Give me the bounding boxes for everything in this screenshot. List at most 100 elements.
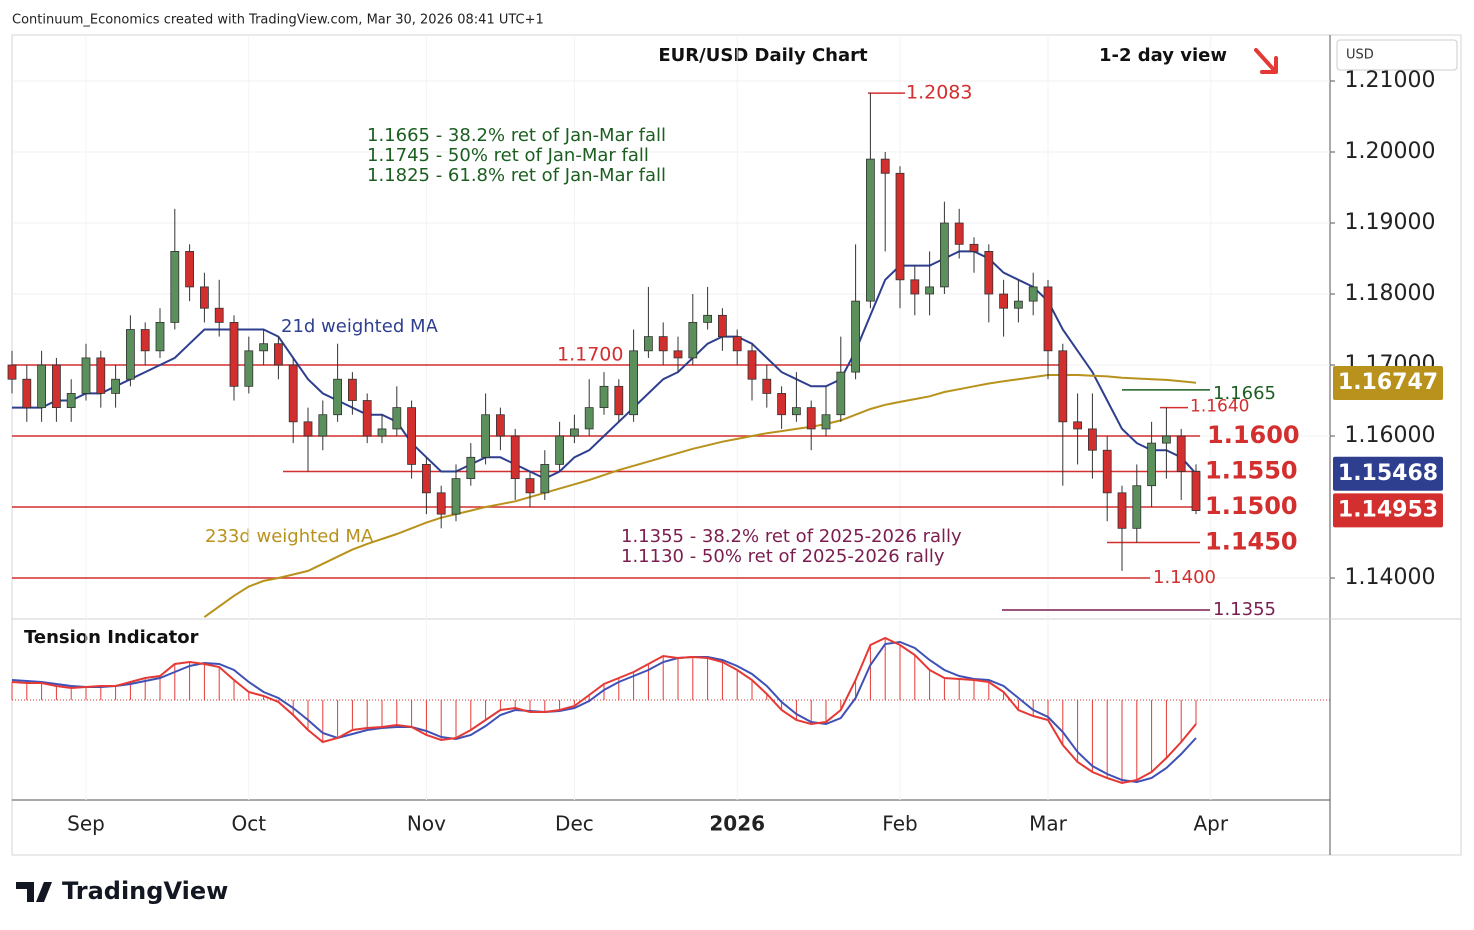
candle-body: [777, 393, 786, 416]
ma233-label: 233d weighted MA: [205, 526, 374, 547]
level-label: 1.1640: [1190, 397, 1249, 417]
level-label: 1.1600: [1207, 421, 1300, 449]
candle-body: [303, 421, 313, 437]
x-tick-label: Apr: [1193, 812, 1228, 836]
candle-body: [688, 322, 698, 359]
y-tick-label: 1.16000: [1345, 423, 1436, 448]
candle-body: [273, 343, 283, 366]
candle-body: [466, 456, 476, 480]
level-label: 1.1500: [1205, 492, 1298, 520]
price-box-label: 1.14953: [1338, 497, 1438, 522]
candle-body: [629, 350, 638, 416]
candle-body: [866, 158, 875, 302]
candle-body: [481, 414, 491, 458]
brand: TradingView: [62, 877, 228, 905]
candle-body: [436, 492, 446, 515]
candle-body: [732, 336, 742, 352]
price-box-label: 1.15468: [1338, 461, 1438, 486]
candle-body: [199, 286, 209, 309]
level-label: 1.1700: [557, 344, 623, 366]
candle-body: [969, 243, 979, 252]
price-box: [1333, 493, 1443, 528]
candle-body: [111, 378, 120, 394]
candle-body: [999, 293, 1008, 309]
candle-body: [362, 400, 372, 437]
fib-note: 1.1825 - 61.8% ret of Jan-Mar fall: [367, 165, 666, 186]
price-box: [1333, 365, 1443, 400]
candle-body: [451, 478, 461, 515]
candle-body: [377, 428, 387, 437]
candle-body: [599, 385, 609, 409]
candle-body: [495, 414, 505, 437]
candle-body: [126, 329, 135, 380]
candle-body: [614, 385, 624, 416]
fib-note: 1.1665 - 38.2% ret of Jan-Mar fall: [367, 125, 666, 146]
candle-body: [510, 435, 520, 480]
candle-body: [954, 222, 964, 245]
candle-body: [658, 336, 668, 352]
candle-body: [806, 407, 816, 430]
tension-line: [11, 636, 1197, 785]
candle-body: [214, 307, 224, 323]
candle-body: [66, 393, 76, 409]
candle-body: [836, 371, 846, 416]
candle-body: [821, 414, 831, 430]
candle-body: [318, 414, 328, 437]
candle-body: [288, 364, 298, 423]
candle-body: [673, 350, 683, 359]
candle-body: [1191, 471, 1201, 511]
candle-body: [925, 286, 934, 295]
y-tick-label: 1.20000: [1345, 139, 1436, 164]
indicator-title: Tension Indicator: [24, 627, 199, 648]
candle-body: [1073, 421, 1082, 430]
candle-body: [525, 478, 535, 494]
candle-body: [1058, 350, 1068, 423]
candle-body: [22, 378, 32, 409]
currency: USD: [1346, 48, 1374, 63]
candle-body: [1043, 286, 1053, 352]
candle-body: [555, 435, 564, 465]
header: Continuum_Economics created with Trading…: [12, 13, 544, 28]
currency-box: [1336, 39, 1458, 71]
view-arrow: [1254, 48, 1278, 74]
subtitle: 1-2 day view: [1099, 45, 1227, 66]
level-label: 1.2083: [906, 82, 972, 104]
x-tick-label: Mar: [1029, 812, 1068, 836]
x-tick-label: Sep: [67, 812, 105, 836]
candle-body: [747, 350, 757, 380]
candle-body: [37, 364, 46, 409]
candle-body: [1102, 449, 1112, 494]
candle-body: [895, 172, 905, 281]
candle-body: [1014, 300, 1023, 309]
fib-note: 1.1130 - 50% ret of 2025-2026 rally: [621, 546, 945, 567]
candle-body: [229, 322, 239, 387]
candle-body: [155, 322, 165, 352]
fib-note: 1.1745 - 50% ret of Jan-Mar fall: [367, 145, 649, 166]
candle-body: [940, 222, 949, 288]
candle-body: [1132, 485, 1142, 529]
candle-body: [1147, 442, 1156, 487]
x-tick-label: Oct: [232, 812, 267, 836]
candle-body: [718, 314, 727, 338]
candle-body: [333, 378, 343, 416]
level-label: 1.1550: [1205, 457, 1298, 485]
candle-body: [1162, 435, 1171, 444]
candle-body: [880, 158, 890, 174]
candle-body: [1028, 286, 1038, 302]
candle-body: [584, 407, 594, 430]
moving-average: [12, 250, 1197, 480]
candle-body: [762, 378, 772, 394]
price-box: [1333, 456, 1443, 491]
candle-body: [1088, 428, 1097, 451]
level-label: 1.1400: [1153, 567, 1216, 588]
x-tick-label: 2026: [709, 812, 765, 836]
candle-body: [347, 378, 357, 401]
candle-body: [407, 407, 417, 465]
level-label: 1.1665: [1213, 383, 1276, 404]
candle-body: [570, 428, 579, 437]
y-tick-label: 1.19000: [1345, 210, 1436, 235]
frame: [11, 34, 1462, 856]
x-tick-label: Nov: [407, 812, 446, 836]
y-tick-label: 1.14000: [1345, 565, 1436, 590]
